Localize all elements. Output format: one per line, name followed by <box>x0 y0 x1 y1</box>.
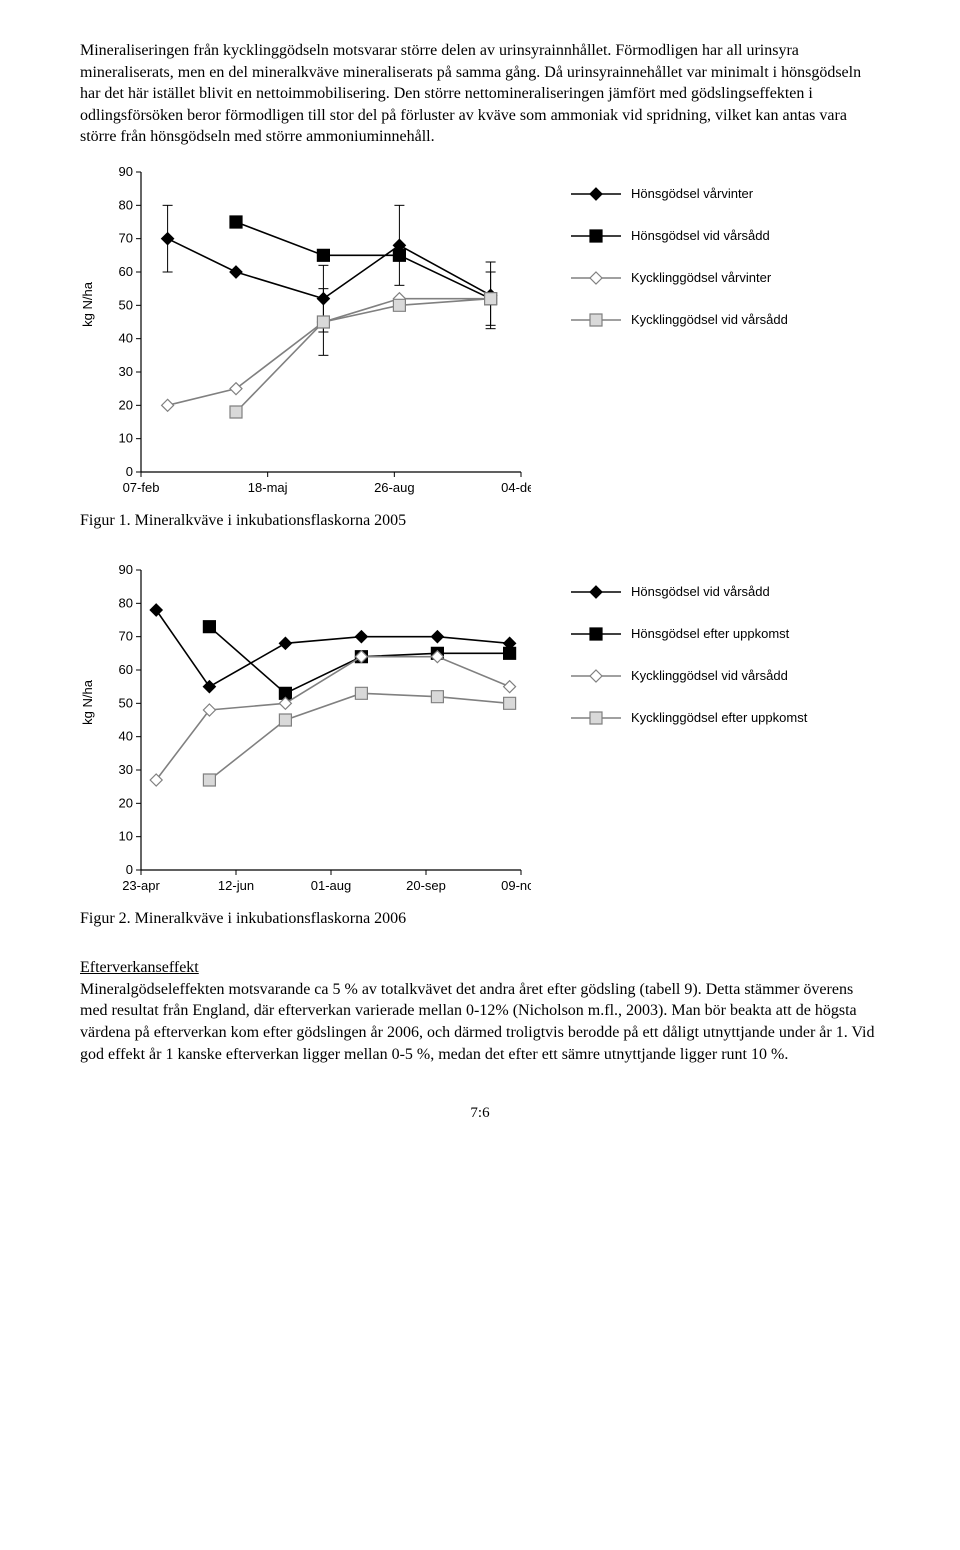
legend-label: Kycklinggödsel vid vårsådd <box>631 312 788 327</box>
chart2-y-axis-label: kg N/ha <box>80 680 95 725</box>
body-paragraph: Mineralgödseleffekten motsvarande ca 5 %… <box>80 979 880 1065</box>
svg-text:26-aug: 26-aug <box>374 480 414 495</box>
svg-text:20-sep: 20-sep <box>406 878 446 893</box>
legend-label: Kycklinggödsel efter uppkomst <box>631 710 807 725</box>
svg-text:60: 60 <box>119 662 133 677</box>
svg-text:0: 0 <box>126 464 133 479</box>
svg-text:90: 90 <box>119 164 133 179</box>
legend-item: Hönsgödsel vårvinter <box>571 186 788 202</box>
chart2-plot: 0 10 20 30 40 50 60 70 80 90 23-apr 12-jun 01-aug 20-… <box>101 560 531 900</box>
legend-label: Hönsgödsel vårvinter <box>631 186 753 201</box>
legend-label: Hönsgödsel vid vårsådd <box>631 228 770 243</box>
svg-text:01-aug: 01-aug <box>311 878 351 893</box>
svg-text:20: 20 <box>119 397 133 412</box>
figure-1: kg N/ha 0 10 20 30 40 50 60 70 80 90 07-feb 18-maj 2… <box>80 162 880 502</box>
body-paragraph: Mineraliseringen från kycklinggödseln mo… <box>80 40 880 148</box>
page-number: 7:6 <box>80 1105 880 1122</box>
svg-text:60: 60 <box>119 264 133 279</box>
svg-text:09-nov: 09-nov <box>501 878 531 893</box>
legend-item: Hönsgödsel efter uppkomst <box>571 626 807 642</box>
chart1-legend: Hönsgödsel vårvinter Hönsgödsel vid vårså… <box>571 186 788 354</box>
svg-text:10: 10 <box>119 431 133 446</box>
legend-label: Kycklinggödsel vid vårsådd <box>631 668 788 683</box>
figure-2-caption: Figur 2. Mineralkväve i inkubationsflask… <box>80 908 880 930</box>
legend-label: Hönsgödsel efter uppkomst <box>631 626 789 641</box>
section-heading: Efterverkanseffekt <box>80 957 880 979</box>
svg-text:90: 90 <box>119 562 133 577</box>
svg-text:40: 40 <box>119 728 133 743</box>
legend-label: Kycklinggödsel vårvinter <box>631 270 771 285</box>
svg-text:23-apr: 23-apr <box>122 878 160 893</box>
legend-item: Kycklinggödsel vårvinter <box>571 270 788 286</box>
chart2-legend: Hönsgödsel vid vårsådd Hönsgödsel efter u… <box>571 584 807 752</box>
legend-label: Hönsgödsel vid vårsådd <box>631 584 770 599</box>
legend-item: Kycklinggödsel efter uppkomst <box>571 710 807 726</box>
svg-text:30: 30 <box>119 762 133 777</box>
svg-text:80: 80 <box>119 595 133 610</box>
chart1-y-axis-label: kg N/ha <box>80 282 95 327</box>
svg-text:10: 10 <box>119 828 133 843</box>
svg-text:50: 50 <box>119 297 133 312</box>
figure-1-caption: Figur 1. Mineralkväve i inkubationsflask… <box>80 510 880 532</box>
svg-text:80: 80 <box>119 197 133 212</box>
svg-text:07-feb: 07-feb <box>123 480 160 495</box>
svg-text:40: 40 <box>119 331 133 346</box>
legend-item: Hönsgödsel vid vårsådd <box>571 228 788 244</box>
legend-item: Kycklinggödsel vid vårsådd <box>571 312 788 328</box>
svg-text:70: 70 <box>119 231 133 246</box>
svg-text:04-dec: 04-dec <box>501 480 531 495</box>
chart1-plot: 0 10 20 30 40 50 60 70 80 90 07-feb 18-maj 26-aug 04-… <box>101 162 531 502</box>
svg-text:0: 0 <box>126 862 133 877</box>
svg-text:50: 50 <box>119 695 133 710</box>
svg-text:18-maj: 18-maj <box>248 480 288 495</box>
svg-text:70: 70 <box>119 628 133 643</box>
svg-text:30: 30 <box>119 364 133 379</box>
svg-text:20: 20 <box>119 795 133 810</box>
figure-2: kg N/ha 010203040506070809023-apr12-jun0… <box>80 560 880 900</box>
svg-text:12-jun: 12-jun <box>218 878 254 893</box>
legend-item: Kycklinggödsel vid vårsådd <box>571 668 807 684</box>
legend-item: Hönsgödsel vid vårsådd <box>571 584 807 600</box>
